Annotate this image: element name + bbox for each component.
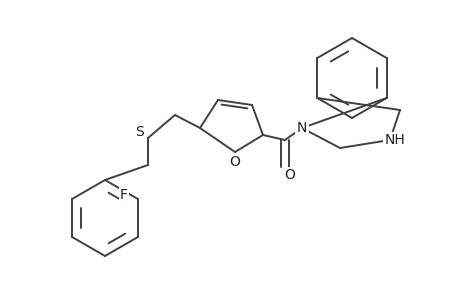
Text: N: N (296, 121, 307, 135)
Text: O: O (284, 168, 295, 182)
Text: S: S (135, 125, 144, 139)
Text: O: O (229, 155, 240, 169)
Text: F: F (120, 188, 128, 202)
Text: NH: NH (384, 133, 404, 147)
